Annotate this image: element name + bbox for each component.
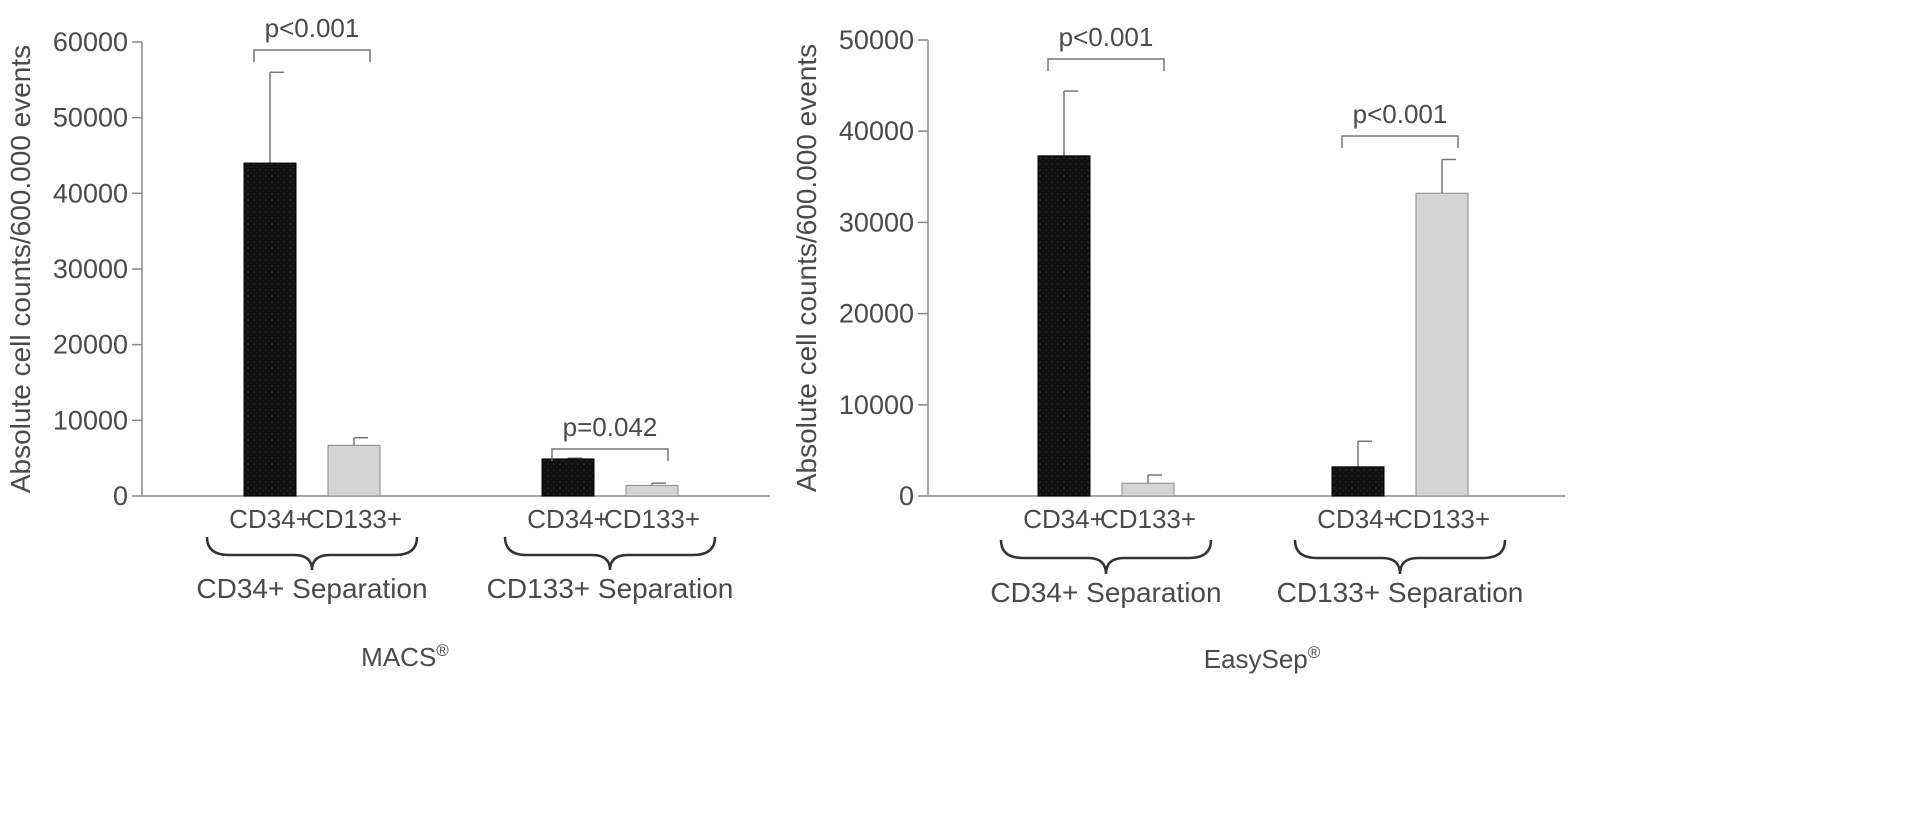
group-brace	[999, 539, 1213, 575]
category-label: CD133+	[604, 504, 700, 534]
y-tick-label: 10000	[53, 405, 128, 435]
bar-cd133	[327, 444, 381, 497]
significance-bracket	[1341, 135, 1459, 148]
bar-cd133	[625, 484, 679, 497]
significance-bracket	[551, 448, 669, 461]
category-label: CD133+	[1394, 504, 1490, 534]
y-tick-label: 30000	[53, 254, 128, 284]
y-tick-label: 20000	[839, 299, 914, 329]
y-tick-label: 10000	[839, 390, 914, 420]
group-brace	[205, 536, 419, 571]
y-tick-label: 0	[899, 481, 914, 511]
bar-cd34	[1037, 155, 1091, 497]
chart-caption: MACS®	[361, 641, 449, 672]
y-axis-title: Absolute cell counts/600.000 events	[791, 44, 822, 492]
significance-bracket	[1047, 58, 1165, 71]
y-tick-label: 20000	[53, 330, 128, 360]
bar-cd34	[1331, 466, 1385, 497]
bar-cd34	[243, 162, 297, 497]
group-label: CD133+ Separation	[1277, 577, 1524, 608]
p-value-label: p<0.001	[265, 13, 360, 43]
bar-cd133	[1415, 192, 1469, 497]
p-value-label: p=0.042	[563, 412, 658, 442]
registered-mark: ®	[1308, 643, 1321, 662]
group-brace	[1293, 539, 1507, 575]
bar-cd34	[541, 458, 595, 497]
group-label: CD34+ Separation	[196, 573, 427, 604]
y-tick-label: 40000	[839, 116, 914, 146]
group-brace	[503, 536, 717, 571]
category-label: CD34+	[229, 504, 311, 534]
y-axis-title: Absolute cell counts/600.000 events	[5, 45, 36, 493]
caption-text: EasySep	[1204, 644, 1308, 674]
bar-cd133	[1121, 482, 1175, 497]
p-value-label: p<0.001	[1059, 22, 1154, 52]
y-tick-label: 40000	[53, 178, 128, 208]
category-label: CD34+	[1317, 504, 1399, 534]
category-label: CD133+	[1100, 504, 1196, 534]
category-label: CD133+	[306, 504, 402, 534]
caption-text: MACS	[361, 642, 436, 672]
p-value-label: p<0.001	[1353, 99, 1448, 129]
macs-chart: 0 10000 20000 30000 40000 50000 60000 Absolute …	[5, 13, 770, 672]
y-tick-label: 0	[113, 481, 128, 511]
group-label: CD34+ Separation	[990, 577, 1221, 608]
y-tick-label: 50000	[53, 103, 128, 133]
easysep-chart: 0 10000 20000 30000 40000 50000 Absolute cell …	[791, 22, 1565, 674]
y-tick-label: 50000	[839, 25, 914, 55]
y-tick-label: 30000	[839, 207, 914, 237]
chart-caption: EasySep®	[1204, 643, 1321, 674]
group-label: CD133+ Separation	[487, 573, 734, 604]
category-label: CD34+	[527, 504, 609, 534]
registered-mark: ®	[436, 641, 449, 660]
y-tick-label: 60000	[53, 27, 128, 57]
significance-bracket	[253, 49, 371, 62]
category-label: CD34+	[1023, 504, 1105, 534]
